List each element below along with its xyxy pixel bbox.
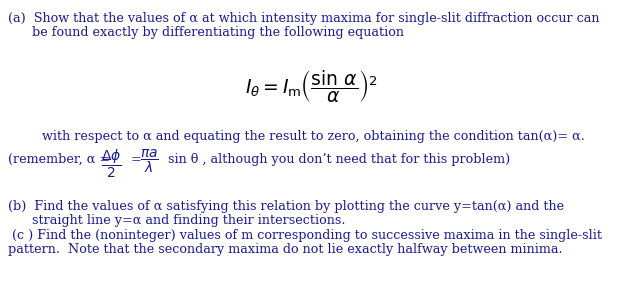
Text: $I_{\theta} = I_{\mathrm{m}} \left( \dfrac{\sin\,\alpha}{\alpha} \right)^{2}$: $I_{\theta} = I_{\mathrm{m}} \left( \dfr…	[244, 68, 378, 104]
Text: (c ) Find the (noninteger) values of m corresponding to successive maxima in the: (c ) Find the (noninteger) values of m c…	[8, 229, 602, 242]
Text: $\dfrac{\pi a}{\lambda}$: $\dfrac{\pi a}{\lambda}$	[140, 148, 159, 175]
Text: $\dfrac{\Delta\phi}{2}$: $\dfrac{\Delta\phi}{2}$	[101, 148, 122, 180]
Text: straight line y=α and finding their intersections.: straight line y=α and finding their inte…	[8, 214, 345, 227]
Text: (b)  Find the values of α satisfying this relation by plotting the curve y=tan(α: (b) Find the values of α satisfying this…	[8, 200, 564, 213]
Text: (remember, α =: (remember, α =	[8, 153, 114, 166]
Text: sin θ , although you don’t need that for this problem): sin θ , although you don’t need that for…	[168, 153, 510, 166]
Text: be found exactly by differentiating the following equation: be found exactly by differentiating the …	[8, 26, 404, 39]
Text: pattern.  Note that the secondary maxima do not lie exactly halfway between mini: pattern. Note that the secondary maxima …	[8, 243, 563, 256]
Text: with respect to α and equating the result to zero, obtaining the condition tan(α: with respect to α and equating the resul…	[30, 130, 585, 143]
Text: (a)  Show that the values of α at which intensity maxima for single-slit diffrac: (a) Show that the values of α at which i…	[8, 12, 600, 25]
Text: =: =	[127, 153, 146, 166]
